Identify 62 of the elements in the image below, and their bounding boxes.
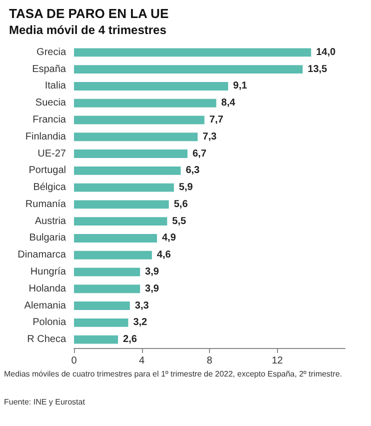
bar [74, 318, 128, 327]
chart-subtitle: Media móvil de 4 trimestres [9, 23, 167, 37]
bar [74, 268, 140, 276]
y-tick-label: Polonia [32, 317, 66, 328]
y-tick-label: Bulgaria [29, 232, 66, 244]
bar [74, 234, 157, 242]
chart-title: TASA DE PARO EN LA UE [9, 6, 169, 21]
source-note: Fuente: INE y Eurostat [4, 398, 86, 406]
x-tick-label: 4 [138, 356, 145, 366]
y-tick-label: Hungría [30, 266, 66, 278]
bar [74, 150, 188, 158]
y-tick-label: Holanda [28, 283, 66, 294]
bar [74, 82, 228, 90]
data-label: 5,6 [174, 198, 188, 210]
bar [74, 98, 216, 108]
bar [74, 335, 118, 344]
data-label: 7,7 [209, 114, 224, 126]
bar [74, 116, 204, 124]
y-tick-label: Finlandia [25, 131, 66, 142]
data-label: 8,4 [221, 98, 236, 109]
y-tick-label: UE-27 [38, 148, 66, 160]
y-tick-label: Portugal [28, 165, 66, 176]
bar [74, 200, 169, 209]
bar [74, 183, 174, 192]
data-label: 3,3 [134, 300, 150, 312]
data-label: 7,3 [202, 131, 217, 142]
bar [74, 217, 168, 226]
data-label: 9,1 [233, 80, 248, 92]
y-tick-label: Rumanía [25, 198, 66, 210]
x-tick-label: 12 [272, 356, 284, 366]
data-label: 3,9 [145, 266, 160, 278]
y-tick-label: Francia [32, 114, 66, 126]
y-tick-label: Dinamarca [18, 250, 66, 261]
y-tick-label: Austria [34, 216, 66, 227]
data-label: 6,7 [192, 148, 207, 160]
y-tick-label: Italia [44, 80, 66, 92]
data-label: 14,0 [316, 46, 336, 58]
y-tick-label: Bélgica [33, 182, 66, 194]
bar [74, 302, 130, 310]
data-label: 4,6 [156, 250, 172, 261]
x-tick-label: 8 [206, 356, 213, 366]
data-label: 4,9 [162, 232, 176, 244]
bar [74, 132, 198, 142]
y-tick-label: Suecia [35, 98, 66, 109]
y-tick-label: Alemania [24, 300, 66, 312]
data-label: 2,6 [123, 334, 138, 346]
bar [74, 166, 181, 175]
bar [74, 48, 312, 57]
data-label: 13,5 [308, 64, 328, 75]
y-tick-label: España [32, 64, 66, 75]
data-label: 3,9 [145, 283, 160, 294]
x-tick-label: 0 [71, 356, 78, 366]
data-label: 3,2 [133, 317, 148, 328]
data-label: 6,3 [186, 165, 200, 176]
y-tick-label: Grecia [36, 46, 66, 58]
text: Medias móviles de cuatro trimestres para el 1º trimestre de 2022, excepto España, 2º trimestre. [4, 370, 342, 378]
data-label: 5,9 [178, 182, 194, 194]
bar [74, 250, 152, 260]
bar [74, 284, 140, 294]
data-label: 5,5 [172, 216, 186, 227]
y-tick-label: R Checa [27, 334, 66, 346]
bar [74, 65, 303, 74]
